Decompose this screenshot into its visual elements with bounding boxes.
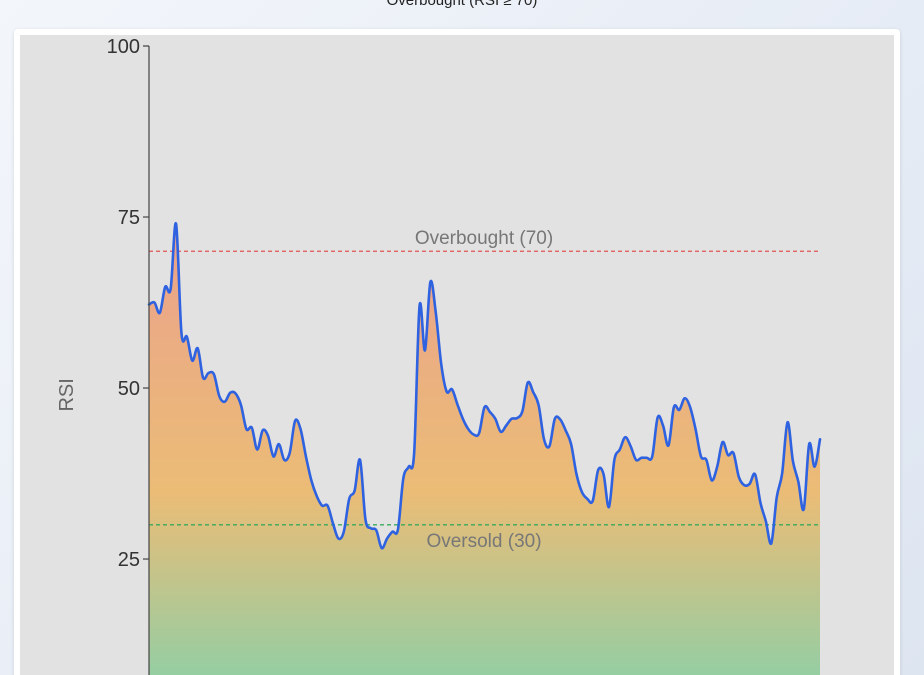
chart-card: Overbought (70) Oversold (30) 25 50 75 100 R…	[14, 29, 900, 675]
y-tick-label: 50	[118, 378, 140, 400]
y-tick-label: 75	[118, 207, 140, 229]
oversold-label: Oversold (30)	[426, 531, 541, 552]
rsi-area-fill	[149, 223, 820, 675]
y-tick-label: 25	[118, 549, 140, 571]
chart-title: Overbought (RSI ≥ 70)	[386, 0, 538, 9]
rsi-series-line	[147, 222, 822, 550]
overbought-label: Overbought (70)	[415, 228, 553, 249]
y-tick-label: 100	[107, 36, 140, 58]
y-axis-title: RSI	[56, 378, 78, 411]
rsi-chart: Overbought (70) Oversold (30) 25 50 75 100 R…	[20, 35, 894, 675]
